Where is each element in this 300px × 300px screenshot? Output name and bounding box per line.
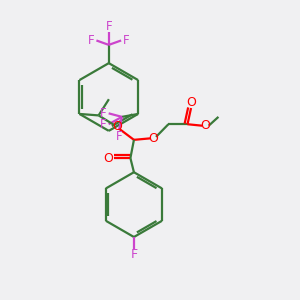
Text: O: O [112, 120, 122, 133]
Text: F: F [100, 107, 107, 120]
Text: F: F [106, 20, 112, 33]
Text: F: F [100, 118, 107, 131]
Text: O: O [200, 119, 210, 132]
Text: O: O [186, 96, 196, 109]
Text: O: O [103, 152, 113, 165]
Text: O: O [148, 132, 158, 145]
Text: F: F [88, 34, 94, 47]
Text: F: F [130, 248, 137, 261]
Text: F: F [116, 130, 122, 142]
Text: F: F [123, 34, 130, 47]
